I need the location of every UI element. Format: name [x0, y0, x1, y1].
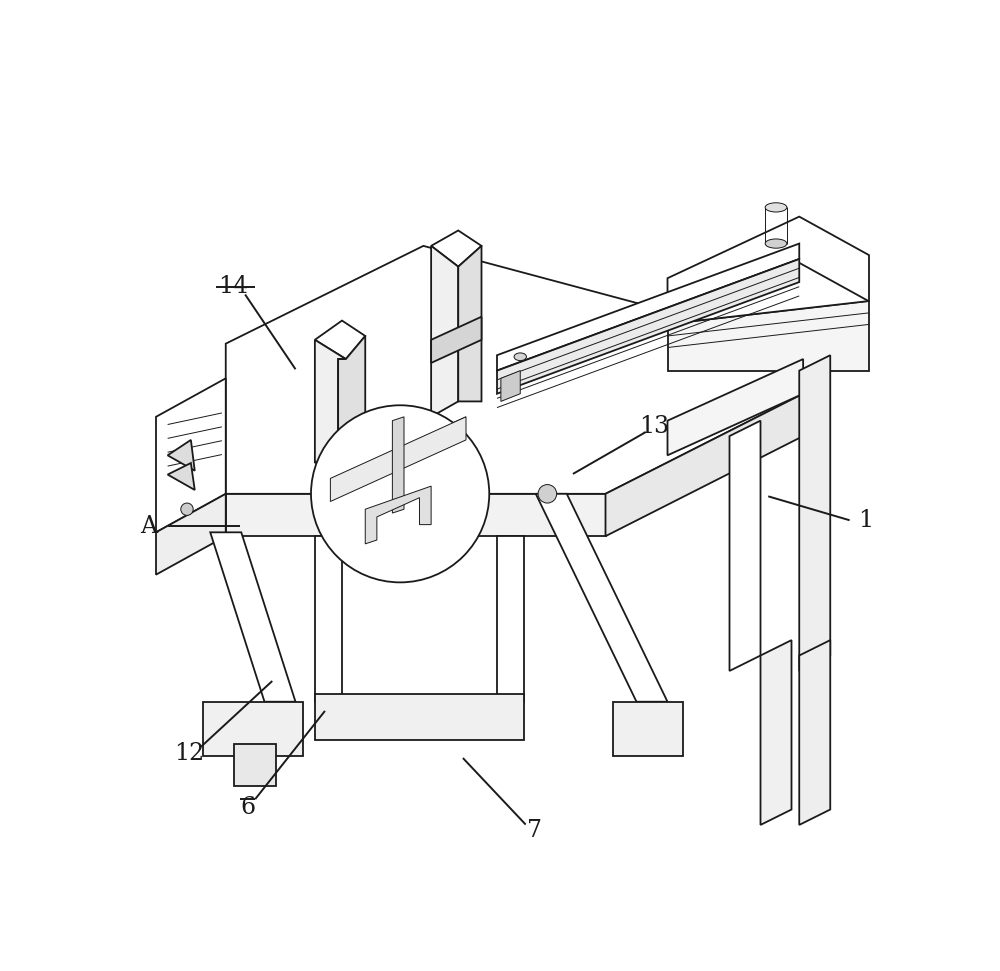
- Polygon shape: [497, 259, 799, 393]
- Polygon shape: [613, 702, 683, 755]
- Circle shape: [538, 485, 557, 503]
- Polygon shape: [226, 494, 606, 536]
- Polygon shape: [668, 359, 803, 455]
- Polygon shape: [202, 702, 303, 755]
- Polygon shape: [338, 336, 365, 455]
- Text: 13: 13: [639, 416, 669, 438]
- Ellipse shape: [765, 203, 787, 212]
- Polygon shape: [330, 417, 466, 501]
- Polygon shape: [365, 486, 431, 544]
- Text: A: A: [140, 515, 157, 538]
- Polygon shape: [761, 640, 792, 825]
- Polygon shape: [536, 494, 668, 702]
- Circle shape: [311, 405, 489, 583]
- Polygon shape: [226, 246, 803, 494]
- Polygon shape: [799, 640, 830, 825]
- Polygon shape: [431, 317, 482, 363]
- Polygon shape: [392, 417, 404, 513]
- Polygon shape: [156, 379, 226, 532]
- Ellipse shape: [514, 352, 526, 360]
- Polygon shape: [234, 744, 276, 787]
- Polygon shape: [606, 393, 803, 536]
- Text: 14: 14: [218, 276, 249, 298]
- Polygon shape: [497, 536, 524, 702]
- Polygon shape: [431, 230, 482, 267]
- Polygon shape: [668, 301, 869, 371]
- Polygon shape: [730, 420, 761, 671]
- Circle shape: [181, 503, 193, 516]
- Polygon shape: [668, 217, 869, 324]
- Text: 7: 7: [527, 820, 542, 842]
- Polygon shape: [501, 371, 520, 401]
- Polygon shape: [799, 355, 830, 671]
- Polygon shape: [315, 694, 524, 740]
- Polygon shape: [458, 246, 482, 401]
- Polygon shape: [210, 532, 296, 702]
- Text: 12: 12: [174, 742, 204, 765]
- Text: 6: 6: [240, 796, 255, 819]
- Polygon shape: [168, 463, 195, 490]
- Text: 1: 1: [858, 509, 873, 532]
- Polygon shape: [315, 320, 365, 359]
- Polygon shape: [315, 340, 346, 463]
- Polygon shape: [315, 536, 342, 702]
- Polygon shape: [168, 440, 195, 471]
- Polygon shape: [156, 494, 226, 575]
- Ellipse shape: [765, 239, 787, 249]
- Polygon shape: [497, 244, 799, 371]
- Polygon shape: [431, 246, 458, 417]
